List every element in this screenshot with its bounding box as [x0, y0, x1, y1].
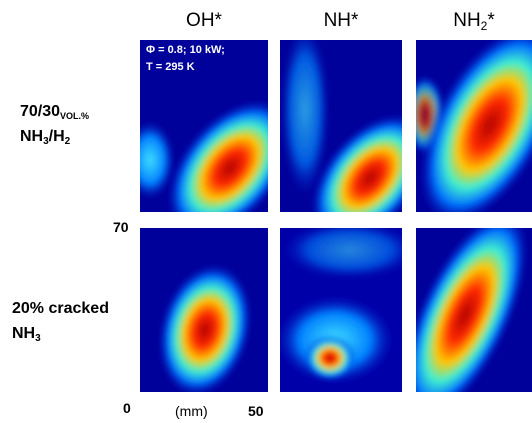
column-title: NH2*: [453, 10, 495, 33]
column-title: OH*: [186, 10, 223, 31]
image-panel: [140, 228, 268, 392]
image-panel: [280, 228, 402, 392]
annotation: Φ = 0.8; 10 kW;: [146, 44, 225, 56]
row-label: NH3/H2: [20, 128, 71, 147]
axis-label: 50: [248, 403, 264, 419]
row-label: 70/30VOL.%: [20, 103, 89, 121]
row-label: 20% cracked: [12, 300, 109, 317]
image-panel: [140, 40, 268, 212]
row-label: NH3: [12, 325, 41, 344]
axis-label: 0: [123, 400, 131, 416]
image-panel: [416, 40, 532, 212]
image-panel: [416, 228, 532, 392]
image-panel: [280, 40, 402, 212]
column-title: NH*: [324, 10, 359, 31]
axis-label: (mm): [175, 403, 208, 419]
axis-label: 70: [113, 219, 129, 235]
annotation: T = 295 K: [146, 61, 195, 73]
